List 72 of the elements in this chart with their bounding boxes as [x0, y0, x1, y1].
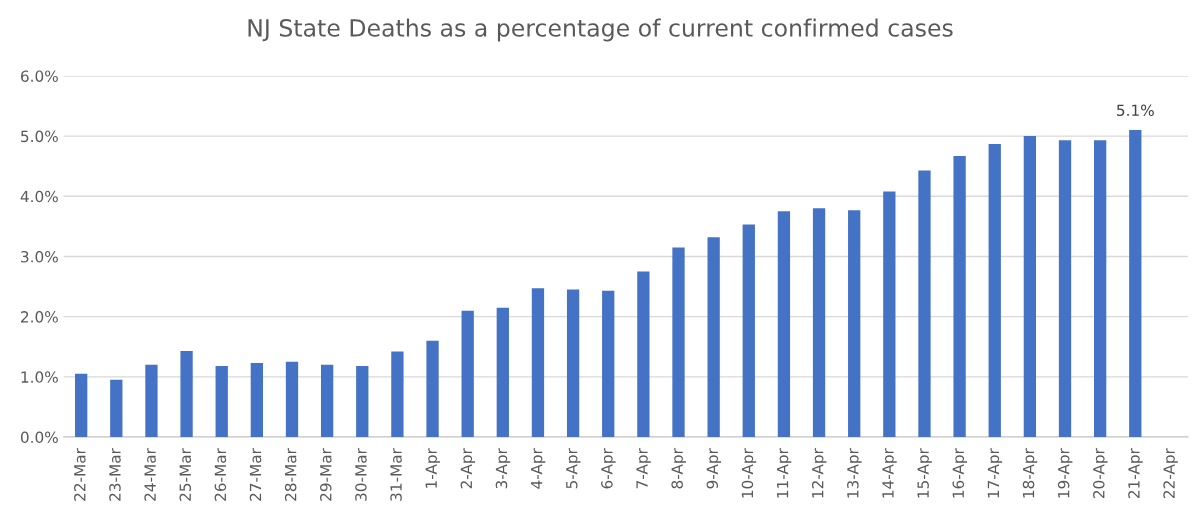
x-tick-label: 14-Apr: [882, 448, 897, 498]
bar: [320, 364, 334, 438]
bar: [215, 366, 228, 438]
bar: [1129, 130, 1142, 438]
x-tick-label: 3-Apr: [495, 448, 511, 489]
x-tick-label: 1-Apr: [425, 448, 440, 488]
y-tick-label: 3.0%: [21, 250, 58, 263]
x-tick-label: 7-Apr: [636, 448, 651, 489]
x-tick-label: 8-Apr: [671, 448, 686, 489]
x-tick-label: 10-Apr: [741, 448, 757, 498]
bar: [145, 364, 158, 438]
bar: [180, 350, 193, 438]
x-tick-label: 22-Mar: [74, 448, 86, 501]
bar: [883, 191, 896, 438]
bar: [250, 362, 264, 438]
data-label: 5.1%: [1117, 104, 1154, 117]
x-tick-label: 15-Apr: [917, 448, 932, 498]
x-tick-label: 18-Apr: [1022, 448, 1038, 498]
bar: [707, 237, 720, 438]
x-tick-label: 28-Mar: [284, 448, 297, 501]
x-tick-label: 11-Apr: [777, 448, 792, 498]
bar: [812, 208, 826, 438]
bar: [426, 340, 439, 438]
bar: [672, 247, 685, 438]
x-tick-label: 30-Mar: [355, 448, 367, 501]
x-tick-label: 17-Apr: [987, 448, 1003, 498]
x-tick-label: 29-Mar: [320, 448, 332, 501]
x-tick-label: 5-Apr: [566, 448, 581, 489]
bar: [848, 210, 861, 438]
bar: [566, 289, 580, 438]
bar: [988, 143, 1001, 438]
bar: [1094, 140, 1107, 438]
chart-title: NJ State Deaths as a percentage of current confirmed cases: [248, 18, 953, 42]
bar: [953, 155, 966, 438]
x-tick-label: 12-Apr: [811, 448, 827, 498]
y-tick-label: 0.0%: [20, 431, 58, 444]
x-tick-label: 24-Mar: [144, 448, 156, 501]
bar: [1023, 136, 1037, 438]
bar: [75, 373, 88, 438]
y-tick-label: 5.0%: [21, 130, 58, 143]
bar: [285, 361, 299, 438]
x-tick-label: 19-Apr: [1057, 448, 1073, 498]
x-tick-label: 21-Apr: [1128, 448, 1143, 499]
x-tick-label: 6-Apr: [601, 448, 616, 489]
x-tick-label: 23-Mar: [109, 448, 121, 501]
bar: [1058, 140, 1072, 438]
y-tick-label: 4.0%: [20, 190, 58, 203]
x-tick-label: 25-Mar: [179, 448, 192, 501]
bar: [637, 271, 650, 438]
x-tick-label: 20-Apr: [1093, 448, 1108, 499]
bar: [742, 224, 755, 438]
x-tick-label: 16-Apr: [952, 448, 967, 498]
x-tick-label: 26-Mar: [214, 448, 227, 501]
x-tick-label: 2-Apr: [460, 448, 476, 489]
x-tick-label: 13-Apr: [847, 448, 862, 498]
y-tick-label: 2.0%: [21, 311, 58, 323]
bar: [777, 211, 791, 438]
bar: [356, 366, 369, 438]
x-tick-label: 27-Mar: [249, 448, 262, 501]
x-tick-label: 22-Apr: [1163, 448, 1178, 499]
bar: [531, 288, 545, 438]
bar: [496, 307, 509, 438]
y-tick-label: 6.0%: [20, 70, 58, 82]
bar: [918, 170, 931, 438]
bar: [391, 351, 404, 438]
x-tick-label: 4-Apr: [531, 448, 546, 489]
bar: [110, 379, 123, 438]
x-tick-label: 31-Mar: [390, 448, 402, 501]
y-tick-label: 1.0%: [21, 371, 58, 383]
bar: [461, 310, 474, 438]
bar: [602, 290, 615, 438]
x-tick-label: 9-Apr: [706, 448, 722, 489]
